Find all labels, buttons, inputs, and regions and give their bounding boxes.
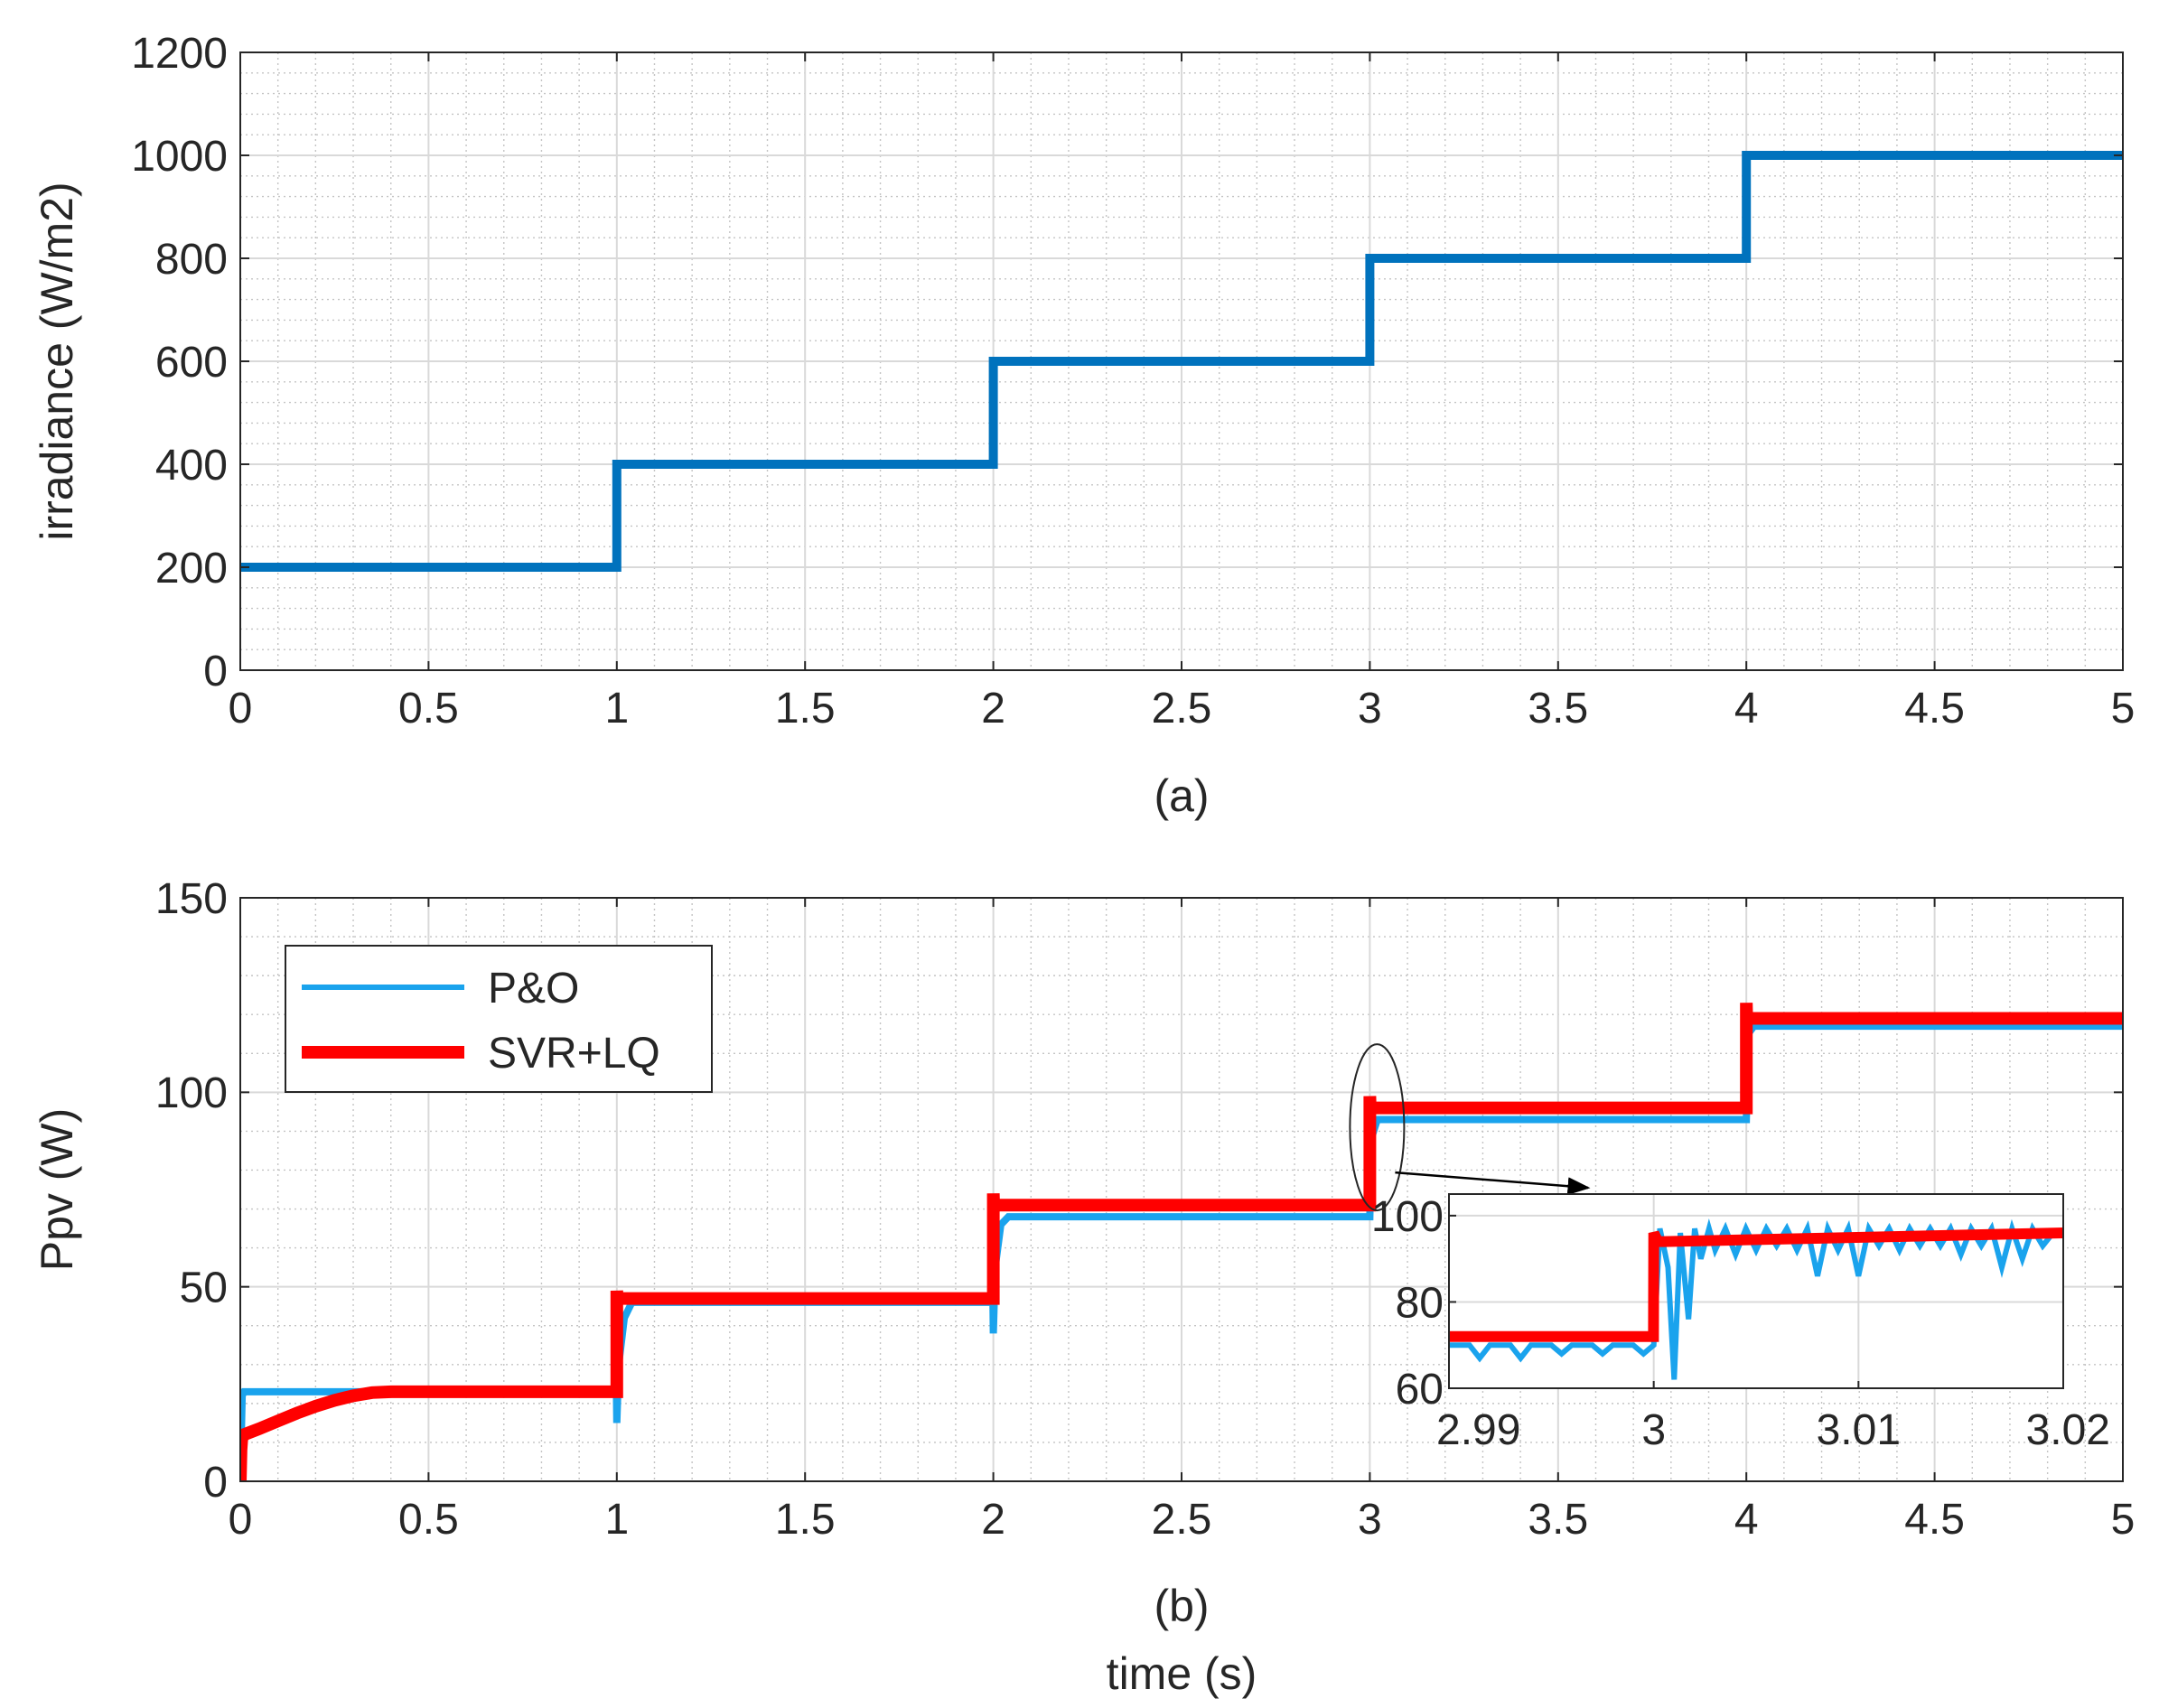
x-tick-label: 0 [229, 685, 253, 733]
inset-x-tick-label: 3.01 [1817, 1406, 1901, 1454]
inset-background [1449, 1194, 2063, 1388]
zoom-ellipse [1349, 1043, 1406, 1212]
legend-label-svr-lq: SVR+LQ [488, 1030, 660, 1078]
x-tick-label: 2 [981, 1496, 1005, 1544]
x-tick-label: 1 [604, 685, 629, 733]
series-line-irradiance [240, 151, 2123, 572]
x-axis-label: time (s) [1107, 1648, 1257, 1699]
x-tick-label: 1.5 [775, 1496, 836, 1544]
inset: 2.99 3 3.01 3.02 60 80 100 [1371, 1193, 2110, 1454]
y-tick-label: 1200 [131, 30, 228, 78]
y-tick-label: 50 [180, 1264, 228, 1311]
x-tick-label: 2.5 [1152, 1496, 1212, 1544]
x-tick-label: 2.5 [1152, 685, 1212, 733]
legend-box [285, 945, 713, 1093]
x-tick-label: 5 [2111, 1496, 2136, 1544]
x-tick-label: 3.5 [1528, 685, 1588, 733]
inset-x-tick-label: 3.02 [2026, 1406, 2110, 1454]
y-tick-label: 1000 [131, 133, 228, 181]
x-tick-label: 4.5 [1904, 1496, 1965, 1544]
x-tick-label: 3.5 [1528, 1496, 1588, 1544]
caption-a: (a) [1154, 770, 1209, 821]
y-tick-label: 600 [155, 339, 228, 387]
y-tick-label: 100 [155, 1069, 228, 1117]
x-tick-label: 4 [1734, 685, 1759, 733]
x-tick-label: 4 [1734, 1496, 1759, 1544]
x-tick-label: 5 [2111, 685, 2136, 733]
x-tick-label: 3 [1358, 685, 1382, 733]
legend: P&O SVR+LQ [285, 945, 713, 1093]
inset-x-tick-label: 3 [1641, 1406, 1666, 1454]
caption-b: (b) [1154, 1581, 1209, 1631]
x-tick-label: 0.5 [398, 685, 459, 733]
x-tick-label: 3 [1358, 1496, 1382, 1544]
x-tick-label: 0.5 [398, 1496, 459, 1544]
inset-series-line-svr-lq [1449, 1227, 2063, 1342]
series-group [240, 1003, 2123, 1481]
y-tick-label: 800 [155, 236, 228, 284]
x-tick-label: 4.5 [1904, 685, 1965, 733]
series-group [240, 151, 2123, 572]
inset-frame [1448, 1193, 2064, 1389]
inset-series-group [1449, 1218, 2063, 1380]
y-axis-label: irradiance (W/m2) [32, 182, 82, 540]
plot-a: 0 0.5 1 1.5 2 2.5 3 3.5 4 4.5 5 0 200 400 600 800 1000 12… [32, 30, 2135, 821]
legend-label-po: P&O [488, 965, 579, 1013]
inset-y-tick-label: 80 [1396, 1279, 1444, 1327]
x-tick-label: 1 [604, 1496, 629, 1544]
x-tick-label: 2 [981, 685, 1005, 733]
zoom-arrow [1395, 1171, 1591, 1196]
inset-y-tick-label: 100 [1371, 1193, 1444, 1241]
x-tick-label: 1.5 [775, 685, 836, 733]
inset-series-line-p-o [1449, 1218, 2063, 1380]
y-axis-label: Ppv (W) [32, 1108, 82, 1272]
y-tick-label: 150 [155, 875, 228, 923]
inset-y-tick-label: 60 [1396, 1366, 1444, 1414]
x-tick-label: 0 [229, 1496, 253, 1544]
y-tick-label: 0 [203, 648, 228, 695]
y-tick-label: 400 [155, 442, 228, 490]
y-tick-label: 0 [203, 1459, 228, 1507]
inset-x-tick-label: 2.99 [1436, 1406, 1520, 1454]
y-tick-label: 200 [155, 545, 228, 593]
series-line-svr-lq [240, 1003, 2123, 1481]
